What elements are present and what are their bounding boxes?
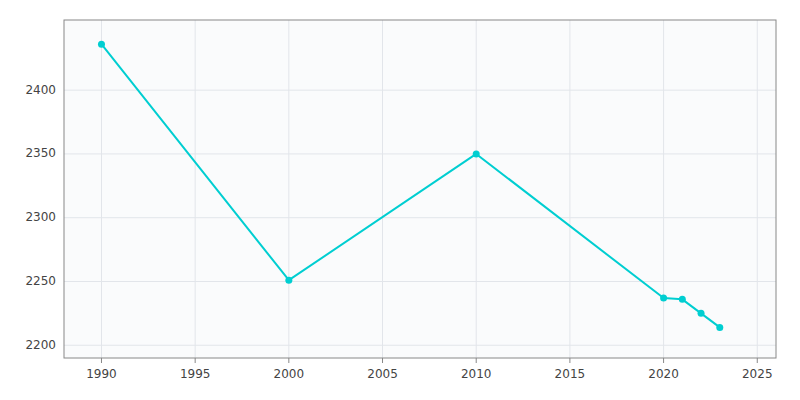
x-tick-label: 2020 [648, 367, 679, 381]
y-tick-label: 2400 [25, 83, 56, 97]
series [98, 41, 723, 331]
axes: 2200 2250 2300 2350 2400 1990 1995 2000 2005 2010… [25, 83, 772, 381]
grid [64, 20, 776, 358]
chart-svg: 2200 2250 2300 2350 2400 1990 1995 2000 2005 2010… [0, 0, 800, 400]
x-tick-label: 2015 [555, 367, 586, 381]
point [98, 41, 105, 48]
y-grid-line [64, 345, 776, 346]
point [716, 324, 723, 331]
x-tick-label: 2000 [274, 367, 305, 381]
y-tick-label: 2300 [25, 210, 56, 224]
y-tick-label: 2350 [25, 146, 56, 160]
x-tick-mark [288, 358, 289, 363]
y-grid-line [64, 153, 776, 154]
x-tick-label: 2005 [367, 367, 398, 381]
x-grid-line [476, 20, 477, 358]
point [698, 310, 705, 317]
y-grid-line [64, 281, 776, 282]
x-grid-line [195, 20, 196, 358]
y-tick-label: 2200 [25, 338, 56, 352]
plot-background [64, 20, 776, 358]
x-grid-line [101, 20, 102, 358]
x-grid-line [382, 20, 383, 358]
x-grid-line [757, 20, 758, 358]
x-tick-label: 1990 [86, 367, 117, 381]
x-tick-label: 2025 [742, 367, 773, 381]
x-tick-mark [757, 358, 758, 363]
x-tick-mark [382, 358, 383, 363]
x-tick-label: 1995 [180, 367, 211, 381]
x-tick-label: 2010 [461, 367, 492, 381]
point [285, 277, 292, 284]
line [101, 44, 719, 327]
y-grid-line [64, 217, 776, 218]
y-grid-line [64, 90, 776, 91]
plot-frame [64, 20, 776, 358]
x-tick-mark [476, 358, 477, 363]
x-tick-mark [569, 358, 570, 363]
point [473, 150, 480, 157]
point [660, 295, 667, 302]
x-tick-mark [195, 358, 196, 363]
chart-container: 2200 2250 2300 2350 2400 1990 1995 2000 2005 2010… [0, 0, 800, 400]
point [679, 296, 686, 303]
x-grid-line [663, 20, 664, 358]
x-tick-mark [101, 358, 102, 363]
y-tick-label: 2250 [25, 274, 56, 288]
x-grid-line [569, 20, 570, 358]
x-grid-line [288, 20, 289, 358]
x-tick-mark [663, 358, 664, 363]
